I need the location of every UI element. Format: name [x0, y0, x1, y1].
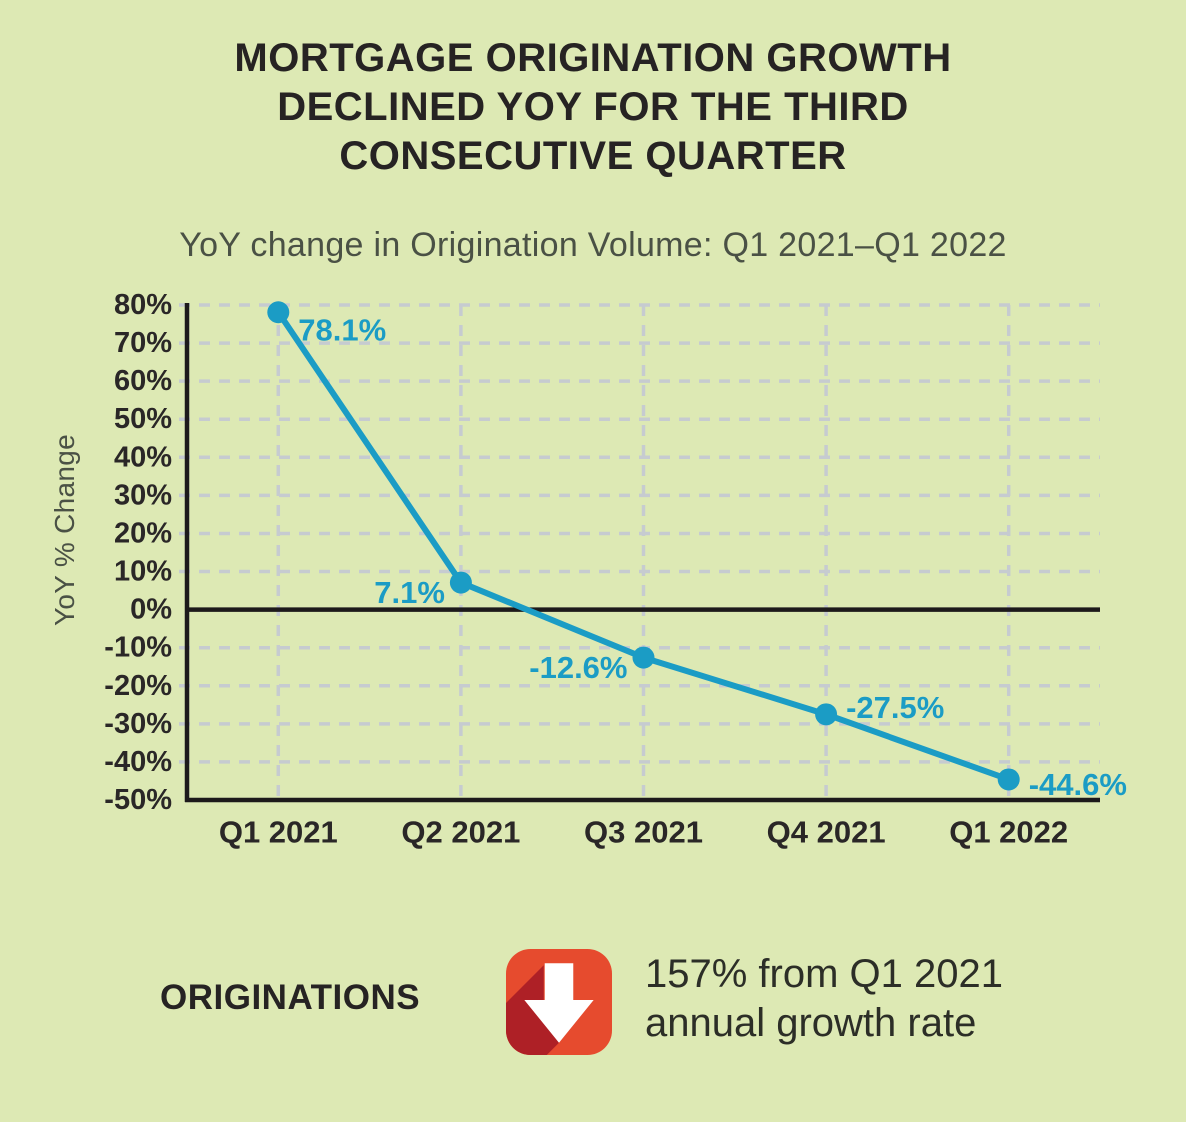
x-tick-label: Q4 2021	[767, 815, 886, 850]
data-label: -44.6%	[1029, 767, 1127, 802]
y-tick-label: -50%	[104, 784, 172, 816]
y-tick-label: 50%	[114, 403, 172, 435]
y-tick-label: -10%	[104, 632, 172, 664]
y-tick-label: 30%	[114, 479, 172, 511]
chart-subtitle: YoY change in Origination Volume: Q1 202…	[179, 226, 1007, 264]
data-point	[632, 646, 655, 669]
chart-title: MORTGAGE ORIGINATION GROWTH DECLINED YOY…	[0, 34, 1186, 181]
chart-title-line-2: DECLINED YOY FOR THE THIRD	[277, 85, 909, 129]
footer-text-line-2: annual growth rate	[645, 1001, 977, 1045]
footer-text-line-1: 157% from Q1 2021	[645, 952, 1003, 996]
data-label: -12.6%	[529, 650, 627, 685]
y-tick-label: 0%	[130, 594, 172, 626]
footer-text: 157% from Q1 2021 annual growth rate	[645, 950, 1003, 1048]
x-tick-label: Q3 2021	[584, 815, 703, 850]
data-point	[449, 571, 472, 594]
data-point	[267, 301, 290, 324]
y-axis-title: YoY % Change	[49, 434, 80, 626]
y-tick-label: -40%	[104, 746, 172, 778]
data-label: -27.5%	[846, 690, 944, 725]
y-tick-label: 80%	[114, 289, 172, 321]
down-arrow-glyph	[524, 963, 594, 1043]
y-tick-label: 60%	[114, 365, 172, 397]
y-tick-label: 40%	[114, 441, 172, 473]
chart-title-line-1: MORTGAGE ORIGINATION GROWTH	[234, 36, 952, 80]
y-tick-label: -20%	[104, 670, 172, 702]
y-tick-label: 70%	[114, 327, 172, 359]
y-tick-label: -30%	[104, 708, 172, 740]
x-tick-label: Q1 2022	[949, 815, 1068, 850]
data-point	[997, 768, 1020, 791]
x-tick-label: Q1 2021	[219, 815, 338, 850]
footer-label: ORIGINATIONS	[160, 978, 421, 1017]
y-tick-label: 20%	[114, 517, 172, 549]
data-label: 78.1%	[298, 313, 386, 348]
data-label: 7.1%	[374, 575, 445, 610]
y-tick-label: 10%	[114, 556, 172, 588]
data-point	[815, 703, 838, 726]
chart-title-line-3: CONSECUTIVE QUARTER	[339, 134, 847, 178]
x-tick-label: Q2 2021	[401, 815, 520, 850]
down-arrow-icon	[506, 949, 612, 1055]
